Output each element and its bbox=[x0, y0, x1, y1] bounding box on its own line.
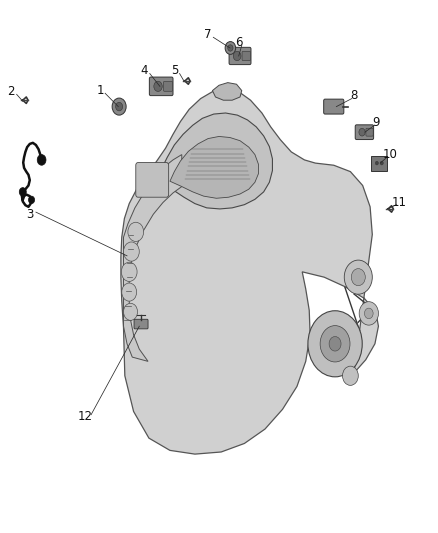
Text: 9: 9 bbox=[372, 116, 380, 129]
FancyBboxPatch shape bbox=[136, 163, 169, 197]
Text: 1: 1 bbox=[97, 84, 105, 97]
Text: 3: 3 bbox=[26, 208, 33, 221]
Text: 8: 8 bbox=[350, 90, 357, 102]
Circle shape bbox=[225, 42, 236, 54]
Circle shape bbox=[116, 102, 123, 111]
FancyBboxPatch shape bbox=[149, 77, 173, 95]
Circle shape bbox=[343, 366, 358, 385]
Polygon shape bbox=[212, 83, 242, 100]
Text: 11: 11 bbox=[392, 196, 407, 209]
FancyBboxPatch shape bbox=[134, 319, 148, 329]
FancyBboxPatch shape bbox=[366, 128, 373, 136]
Polygon shape bbox=[155, 113, 272, 209]
Text: 7: 7 bbox=[204, 28, 212, 41]
Circle shape bbox=[28, 196, 35, 204]
FancyBboxPatch shape bbox=[229, 47, 251, 64]
Polygon shape bbox=[170, 136, 258, 198]
Circle shape bbox=[359, 128, 365, 136]
FancyBboxPatch shape bbox=[371, 156, 387, 171]
Circle shape bbox=[359, 302, 378, 325]
Text: 10: 10 bbox=[382, 148, 397, 161]
Circle shape bbox=[154, 81, 162, 92]
Circle shape bbox=[122, 283, 137, 301]
Circle shape bbox=[121, 262, 137, 281]
Circle shape bbox=[128, 222, 144, 241]
FancyBboxPatch shape bbox=[324, 99, 344, 114]
Text: 5: 5 bbox=[172, 64, 179, 77]
Text: 12: 12 bbox=[78, 410, 93, 423]
Circle shape bbox=[344, 260, 372, 294]
Circle shape bbox=[329, 336, 341, 351]
Circle shape bbox=[19, 188, 26, 196]
FancyBboxPatch shape bbox=[355, 125, 374, 140]
Circle shape bbox=[375, 161, 378, 165]
FancyBboxPatch shape bbox=[242, 51, 251, 61]
Circle shape bbox=[112, 98, 126, 115]
Circle shape bbox=[124, 242, 139, 261]
Circle shape bbox=[380, 161, 383, 165]
Circle shape bbox=[124, 303, 138, 320]
Circle shape bbox=[233, 51, 241, 61]
Text: 6: 6 bbox=[235, 36, 243, 49]
Text: 2: 2 bbox=[7, 85, 15, 98]
Circle shape bbox=[37, 155, 46, 165]
Text: 4: 4 bbox=[141, 64, 148, 77]
Circle shape bbox=[228, 45, 233, 51]
Polygon shape bbox=[124, 155, 182, 361]
Circle shape bbox=[364, 308, 373, 319]
FancyBboxPatch shape bbox=[163, 82, 173, 91]
Circle shape bbox=[320, 326, 350, 362]
Circle shape bbox=[308, 311, 362, 377]
Polygon shape bbox=[121, 90, 378, 454]
Circle shape bbox=[351, 269, 365, 286]
